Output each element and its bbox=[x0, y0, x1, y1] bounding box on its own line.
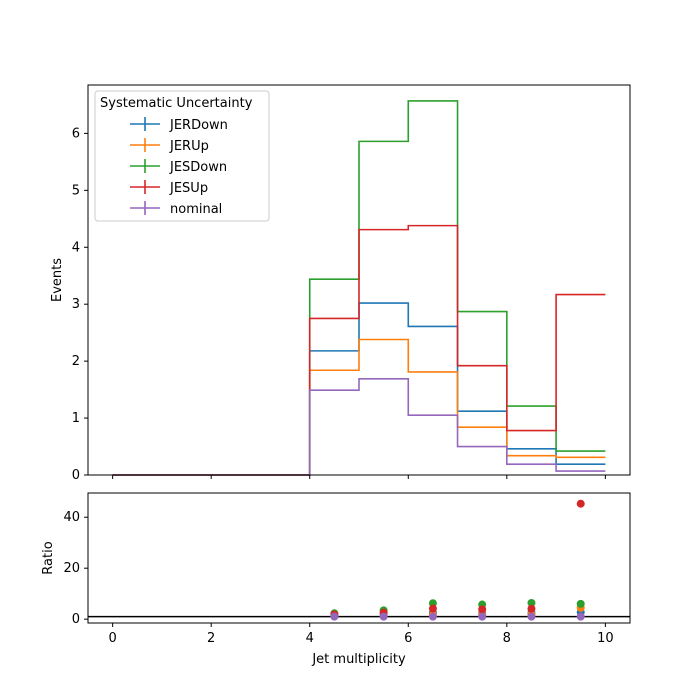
ratio-point-nominal bbox=[428, 612, 437, 621]
legend-entries: JERDown JERUp JESDown JESUp nominal bbox=[130, 117, 228, 217]
ratio-point-nominal bbox=[379, 612, 388, 621]
ratio-point-jesdown bbox=[527, 598, 536, 607]
legend-entry-jesup: JESUp bbox=[130, 180, 208, 196]
ratio-y-axis-label: Ratio bbox=[41, 541, 56, 574]
top-y-tick-label: 1 bbox=[72, 411, 80, 426]
ratio-point-jesup bbox=[527, 604, 536, 613]
ratio-point-jesup bbox=[478, 605, 487, 614]
top-x-ticks bbox=[112, 475, 606, 479]
top-y-ticks: 0 1 2 3 4 5 6 bbox=[72, 126, 88, 483]
legend-title: Systematic Uncertainty bbox=[100, 96, 253, 111]
ratio-point-nominal bbox=[478, 612, 487, 621]
x-tick-label: 6 bbox=[404, 631, 412, 646]
legend-label-jerdown: JERDown bbox=[169, 118, 228, 133]
ratio-y-tick-label: 0 bbox=[72, 612, 80, 627]
ratio-point-jesdown bbox=[576, 599, 585, 608]
top-y-tick-label: 4 bbox=[72, 240, 80, 255]
x-tick-label: 8 bbox=[503, 631, 511, 646]
top-panel-frame bbox=[87, 84, 631, 476]
legend-entry-jerup: JERUp bbox=[130, 138, 209, 154]
x-axis-label: Jet multiplicity bbox=[311, 652, 406, 667]
legend-entry-jerdown: JERDown bbox=[130, 117, 228, 133]
ratio-panel-frame bbox=[87, 492, 631, 624]
ratio-point-nominal bbox=[330, 612, 339, 621]
x-tick-label: 0 bbox=[108, 631, 116, 646]
ratio-points-group bbox=[330, 499, 585, 621]
legend: Systematic Uncertainty JERDown JERUp JESDo… bbox=[94, 90, 270, 222]
ratio-y-tick-label: 40 bbox=[63, 510, 80, 525]
top-y-axis-label: Events bbox=[50, 258, 65, 302]
top-y-tick-label: 3 bbox=[72, 297, 80, 312]
top-y-tick-label: 0 bbox=[72, 468, 80, 483]
legend-label-jesdown: JESDown bbox=[169, 160, 227, 175]
legend-label-nominal: nominal bbox=[170, 202, 222, 217]
ratio-panel: 0 20 40 0 2 4 6 8 10 Ratio Jet multiplicity bbox=[41, 492, 631, 667]
legend-label-jerup: JERUp bbox=[169, 139, 209, 154]
ratio-y-ticks: 0 20 40 bbox=[63, 510, 88, 627]
legend-entry-nominal: nominal bbox=[130, 201, 222, 217]
top-panel: 0 1 2 3 4 5 6 Events Systematic Uncertainty JE… bbox=[50, 84, 631, 483]
x-tick-label: 4 bbox=[306, 631, 314, 646]
ratio-y-tick-label: 20 bbox=[63, 561, 80, 576]
legend-label-jesup: JESUp bbox=[169, 181, 208, 196]
ratio-point-nominal bbox=[576, 612, 585, 621]
ratio-point-jesup bbox=[428, 604, 437, 613]
x-tick-label: 2 bbox=[207, 631, 215, 646]
ratio-point-jesup bbox=[576, 499, 585, 508]
top-y-tick-label: 2 bbox=[72, 354, 80, 369]
ratio-point-nominal bbox=[527, 612, 536, 621]
top-y-tick-label: 5 bbox=[72, 183, 80, 198]
top-y-tick-label: 6 bbox=[72, 126, 80, 141]
x-tick-label: 10 bbox=[597, 631, 614, 646]
legend-entry-jesdown: JESDown bbox=[130, 159, 227, 175]
ratio-x-ticks: 0 2 4 6 8 10 bbox=[108, 623, 614, 646]
